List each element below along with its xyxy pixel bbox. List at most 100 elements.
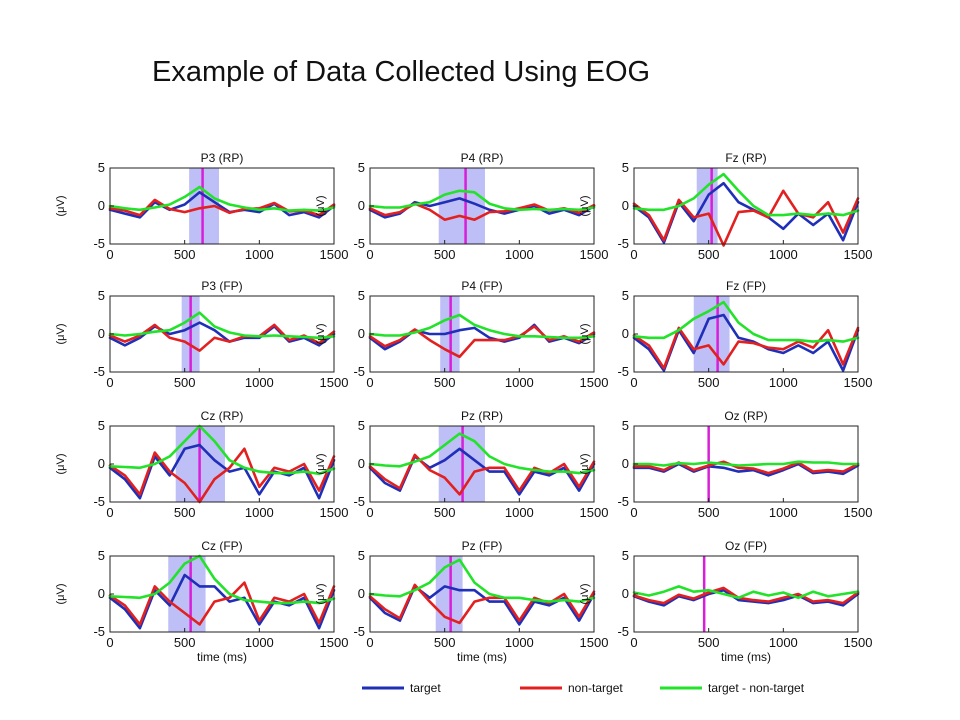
series-line-2 <box>632 189 860 247</box>
x-tick-label: 500 <box>434 247 456 262</box>
y-axis-label: (μV) <box>55 583 67 604</box>
x-tick-label: 500 <box>698 635 720 650</box>
series-line-2 <box>368 325 596 359</box>
y-tick-label: -5 <box>93 236 105 251</box>
x-tick-label: 1500 <box>320 635 349 650</box>
series-line-3 <box>368 313 596 340</box>
x-tick-label: 1500 <box>844 375 873 390</box>
panel-title: P3 (FP) <box>201 279 242 293</box>
y-tick-label: 5 <box>358 418 365 433</box>
series-line-2 <box>632 460 860 475</box>
x-tick-label: 500 <box>174 375 196 390</box>
series-line-2 <box>368 583 596 625</box>
y-axis-label: (μV) <box>315 195 327 216</box>
slide-title: Example of Data Collected Using EOG <box>152 56 651 88</box>
y-tick-label: 5 <box>98 418 105 433</box>
y-tick-label: -5 <box>353 624 365 639</box>
y-tick-label: -5 <box>617 236 629 251</box>
x-tick-label: 500 <box>434 505 456 520</box>
series-line-3 <box>632 585 860 600</box>
x-tick-label: 500 <box>434 375 456 390</box>
panel-title: Pz (RP) <box>461 409 503 423</box>
y-tick-label: 0 <box>98 326 105 341</box>
y-tick-label: 0 <box>622 198 629 213</box>
y-tick-label: -5 <box>353 364 365 379</box>
legend-label: target - non-target <box>708 681 805 695</box>
panel-title: P4 (RP) <box>461 151 504 165</box>
x-tick-label: 500 <box>698 247 720 262</box>
y-axis-label: (μV) <box>55 453 67 474</box>
series-line-2 <box>632 586 860 605</box>
x-axis-label: time (ms) <box>721 650 771 664</box>
panel-title: Fz (FP) <box>726 279 766 293</box>
y-tick-label: 5 <box>358 160 365 175</box>
x-tick-label: 500 <box>698 505 720 520</box>
y-axis-label: (μV) <box>55 195 67 216</box>
x-tick-label: 1000 <box>769 505 798 520</box>
x-tick-label: 1000 <box>769 375 798 390</box>
x-tick-label: 1000 <box>245 247 274 262</box>
panel-title: Oz (FP) <box>725 539 767 553</box>
series-line-3 <box>632 460 860 467</box>
panel-title: Cz (FP) <box>201 539 242 553</box>
y-tick-label: 5 <box>622 418 629 433</box>
x-tick-label: 1000 <box>505 375 534 390</box>
y-tick-label: 5 <box>358 288 365 303</box>
series-line-3 <box>632 300 860 343</box>
x-tick-label: 1000 <box>245 375 274 390</box>
x-tick-label: 1500 <box>844 247 873 262</box>
x-tick-label: 1500 <box>844 635 873 650</box>
legend-label: target <box>410 681 441 695</box>
y-axis-label: (μV) <box>579 453 591 474</box>
series-line-3 <box>368 558 596 603</box>
x-tick-label: 1500 <box>580 247 609 262</box>
y-tick-label: 0 <box>98 456 105 471</box>
y-tick-label: 0 <box>358 198 365 213</box>
x-tick-label: 1500 <box>320 375 349 390</box>
x-tick-label: 1500 <box>844 505 873 520</box>
legend: target non-target target - non-target <box>362 681 805 695</box>
series-line-3 <box>108 554 336 605</box>
series-line-3 <box>368 189 596 212</box>
legend-label: non-target <box>568 681 623 695</box>
panel-title: Cz (RP) <box>201 409 244 423</box>
x-tick-label: 500 <box>174 635 196 650</box>
x-tick-label: 0 <box>366 375 373 390</box>
y-tick-label: 5 <box>358 548 365 563</box>
x-tick-label: 500 <box>434 635 456 650</box>
y-tick-label: -5 <box>93 624 105 639</box>
x-tick-label: 1000 <box>505 635 534 650</box>
y-tick-label: 5 <box>98 548 105 563</box>
y-tick-label: 5 <box>622 548 629 563</box>
y-tick-label: 0 <box>98 586 105 601</box>
x-tick-label: 1000 <box>769 247 798 262</box>
y-tick-label: 5 <box>98 160 105 175</box>
x-tick-label: 1500 <box>320 247 349 262</box>
series-line-1 <box>632 462 860 477</box>
x-tick-label: 0 <box>106 635 113 650</box>
panel-title: P4 (FP) <box>461 279 502 293</box>
x-tick-label: 500 <box>698 375 720 390</box>
x-tick-label: 1000 <box>505 247 534 262</box>
series-line-3 <box>368 432 596 475</box>
y-tick-label: -5 <box>93 494 105 509</box>
x-tick-label: 0 <box>630 247 637 262</box>
x-tick-label: 1500 <box>320 505 349 520</box>
x-tick-label: 500 <box>174 505 196 520</box>
y-tick-label: 0 <box>622 586 629 601</box>
series-line-1 <box>368 585 596 626</box>
x-tick-label: 0 <box>366 505 373 520</box>
x-tick-label: 0 <box>106 375 113 390</box>
y-tick-label: 0 <box>358 456 365 471</box>
y-tick-label: -5 <box>617 364 629 379</box>
y-tick-label: 5 <box>98 288 105 303</box>
series-line-2 <box>108 447 336 504</box>
y-tick-label: -5 <box>93 364 105 379</box>
